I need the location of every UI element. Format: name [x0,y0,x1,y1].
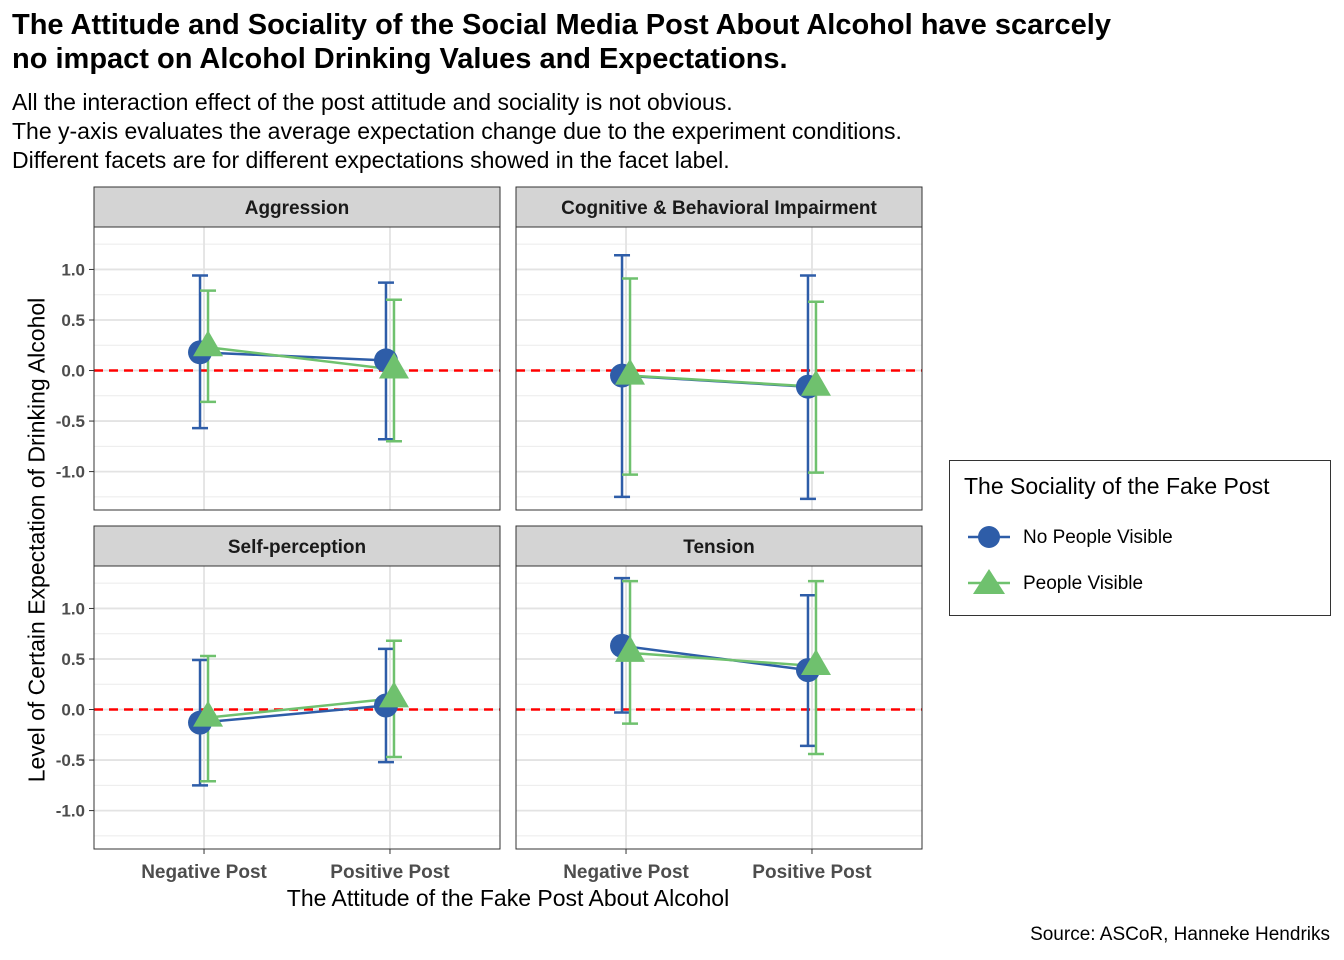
x-tick-label: Negative Post [563,862,689,883]
legend-label-people: People Visible [1023,573,1144,594]
y-tick-label: 1.0 [61,260,85,279]
chart-subtitle: All the interaction effect of the post a… [12,88,1312,175]
series-line-no-people-visible [199,704,387,724]
point-people-visible [615,358,646,385]
panel-border-aggression [93,226,501,511]
y-tick-label: 0.5 [61,650,85,669]
facet-label-self-perception: Self-perception [228,537,366,558]
series-line-people-visible [629,651,817,668]
facet-label-tension: Tension [683,537,754,558]
point-people-visible [615,635,646,662]
x-tick-label: Positive Post [330,862,450,883]
series-line-people-visible [207,346,395,371]
subtitle-line-3: Different facets are for different expec… [12,147,730,173]
circle-marker-icon [968,526,1010,548]
x-tick-label: Negative Post [141,862,267,883]
source-caption: Source: ASCoR, Hanneke Hendriks [1030,924,1330,945]
facet-label-aggression: Aggression [245,198,350,219]
legend-label-no-people: No People Visible [1023,527,1173,548]
panel-background-cognitive-behavioral-impairment [516,227,922,510]
point-people-visible [800,649,831,676]
facet-strip-aggression [93,186,501,228]
point-people-visible [193,330,224,357]
legend: The Sociality of the Fake Post No People… [949,460,1331,616]
facet-strip-self-perception [93,525,501,567]
panel-background-aggression [94,227,500,510]
panel-border-tension [515,565,923,850]
point-people-visible [800,369,831,396]
subtitle-line-2: The y-axis evaluates the average expecta… [12,118,902,144]
x-tick-label: Positive Post [752,862,872,883]
subtitle-line-1: All the interaction effect of the post a… [12,89,733,115]
point-people-visible [193,700,224,727]
x-axis-label: The Attitude of the Fake Post About Alco… [286,885,730,911]
panel-border-self-perception [93,565,501,850]
y-tick-label: 0.0 [61,362,85,381]
panel-border-cognitive-behavioral-impairment [515,226,923,511]
chart-title: The Attitude and Sociality of the Social… [12,8,1312,76]
y-axis-label: Level of Certain Expectation of Drinking… [23,297,50,783]
y-tick-label: -0.5 [56,751,85,770]
triangle-marker-icon [968,569,1010,594]
point-people-visible [378,352,409,379]
legend-item-people: People Visible [964,563,1324,603]
y-tick-label: 0.5 [61,311,85,330]
y-tick-label: 1.0 [61,599,85,618]
y-tick-label: -0.5 [56,412,85,431]
series-line-people-visible [629,374,817,388]
y-tick-label: 0.0 [61,701,85,720]
panel-background-tension [516,566,922,849]
series-line-people-visible [207,697,395,719]
y-tick-label: -1.0 [56,802,85,821]
chart-title-line-2: no impact on Alcohol Drinking Values and… [12,43,788,75]
y-tick-label: -1.0 [56,463,85,482]
chart-title-line-1: The Attitude and Sociality of the Social… [12,9,1111,41]
legend-title: The Sociality of the Fake Post [964,473,1270,499]
facet-label-cognitive-behavioral-impairment: Cognitive & Behavioral Impairment [561,198,877,219]
point-people-visible [378,681,409,708]
facet-strip-cognitive-behavioral-impairment [515,186,923,228]
legend-item-no-people: No People Visible [964,517,1324,557]
